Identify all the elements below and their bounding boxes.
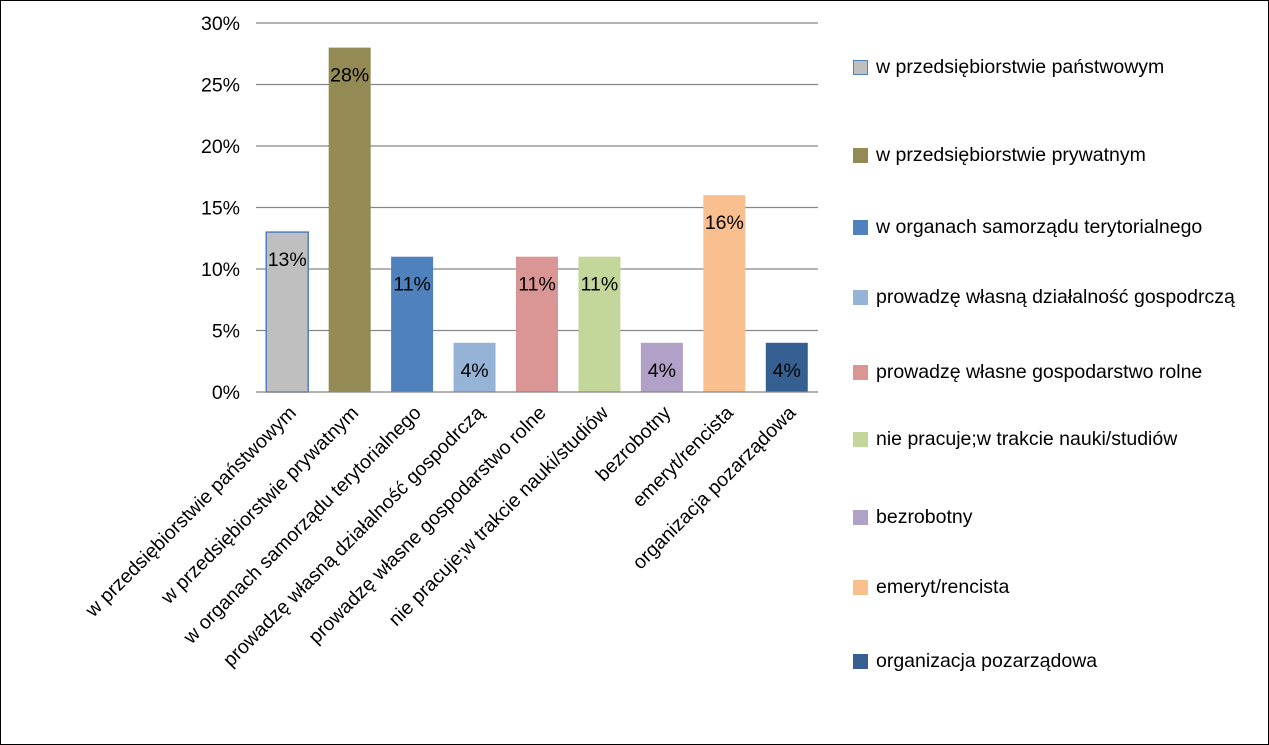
bar xyxy=(391,256,434,392)
legend-swatch xyxy=(853,654,868,669)
bar xyxy=(265,231,309,393)
legend-swatch xyxy=(853,290,868,305)
legend-label: prowadzę własne gospodarstwo rolne xyxy=(876,361,1203,383)
data-label: 4% xyxy=(460,360,488,382)
bar xyxy=(640,342,683,392)
legend-label: prowadzę własną działalność gospodrczą xyxy=(876,286,1235,308)
legend-swatch xyxy=(853,220,868,235)
y-tick-label: 0% xyxy=(212,382,240,404)
data-label: 16% xyxy=(705,212,744,234)
legend-item: emeryt/rencista xyxy=(853,572,1263,602)
bars xyxy=(265,47,808,393)
bar xyxy=(765,342,808,392)
bar xyxy=(703,195,746,392)
legend-label: emeryt/rencista xyxy=(876,576,1010,598)
data-label: 13% xyxy=(268,249,307,271)
legend-label: w organach samorządu terytorialnego xyxy=(876,216,1203,238)
bar xyxy=(328,47,371,392)
data-label: 4% xyxy=(648,360,676,382)
legend-label: w przedsiębiorstwie prywatnym xyxy=(876,144,1146,166)
data-label: 4% xyxy=(773,360,801,382)
legend-item: w przedsiębiorstwie prywatnym xyxy=(853,140,1263,170)
legend-label: w przedsiębiorstwie państwowym xyxy=(876,56,1165,78)
legend-item: nie pracuje;w trakcie nauki/studiów xyxy=(853,424,1263,454)
data-label: 11% xyxy=(581,274,619,296)
legend-item: prowadzę własną działalność gospodrczą xyxy=(853,282,1263,312)
bar xyxy=(578,256,621,392)
legend-item: prowadzę własne gospodarstwo rolne xyxy=(853,357,1263,387)
legend-item: organizacja pozarządowa xyxy=(853,646,1263,676)
legend-label: nie pracuje;w trakcie nauki/studiów xyxy=(876,428,1178,450)
legend-item: w przedsiębiorstwie państwowym xyxy=(853,52,1263,82)
bar xyxy=(453,342,496,392)
legend-swatch xyxy=(853,432,868,447)
legend-label: bezrobotny xyxy=(876,506,973,528)
legend-swatch xyxy=(853,365,868,380)
y-tick-label: 30% xyxy=(201,13,240,35)
legend-swatch xyxy=(853,580,868,595)
legend-swatch xyxy=(853,148,868,163)
legend-item: bezrobotny xyxy=(853,502,1263,532)
legend-item: w organach samorządu terytorialnego xyxy=(853,212,1263,242)
y-tick-label: 15% xyxy=(201,198,240,220)
y-tick-label: 25% xyxy=(201,75,240,97)
legend-swatch xyxy=(853,510,868,525)
y-tick-label: 20% xyxy=(201,136,240,158)
data-label: 28% xyxy=(330,65,369,87)
y-axis-tick-labels: 0% 5% 10% 15% 20% 25% 30% xyxy=(201,13,240,404)
data-labels: 13% 28% 11% 4% 11% 11% 4% 16% 4% xyxy=(268,65,801,382)
y-tick-label: 5% xyxy=(212,321,240,343)
y-tick-label: 10% xyxy=(201,259,240,281)
legend-swatch xyxy=(853,60,868,75)
x-tick-label: nie pracuje;w trakcie nauki/studiów xyxy=(384,401,613,630)
data-label: 11% xyxy=(518,274,556,296)
bar xyxy=(516,256,558,392)
data-label: 11% xyxy=(393,274,431,296)
legend-label: organizacja pozarządowa xyxy=(876,650,1098,672)
